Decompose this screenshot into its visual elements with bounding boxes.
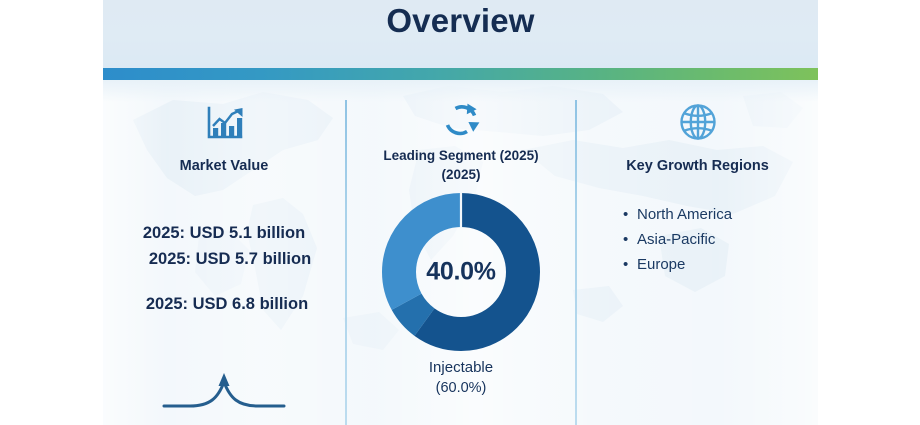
list-item: • North America: [623, 202, 818, 227]
market-value-lines: 2025: USD 5.1 billion 2025: USD 5.7 bill…: [103, 220, 345, 317]
upward-curve-arrow-icon: [160, 370, 288, 417]
bar-chart-growth-icon: [103, 104, 345, 144]
column-key-growth-regions: Key Growth Regions • North America • Asia-…: [577, 82, 818, 425]
bullet-icon: •: [623, 206, 629, 223]
globe-icon: [577, 102, 818, 142]
accent-gradient-bar: [103, 68, 818, 80]
columns-container: Market Value 2025: USD 5.1 billion 2025:…: [103, 82, 818, 425]
list-item: • Asia-Pacific: [623, 227, 818, 252]
bullet-icon: •: [623, 256, 629, 273]
recycle-arrows-icon: [347, 100, 575, 140]
slide-header: Overview: [103, 0, 818, 68]
donut-chart: 40.0%: [381, 192, 541, 352]
donut-caption-name: Injectable: [428, 359, 494, 376]
leading-segment-heading-line-2: (2025): [441, 167, 481, 182]
leading-segment-heading-line-1: Leading Segment (2025): [383, 148, 539, 163]
overview-slide: Overview: [103, 0, 818, 425]
market-value-line-3: 2025: USD 6.8 billion: [145, 295, 309, 313]
donut-center-label: 40.0%: [426, 257, 496, 286]
regions-list: • North America • Asia-Pacific • Europe: [577, 202, 818, 277]
key-growth-regions-heading: Key Growth Regions: [626, 158, 769, 174]
market-value-line-1: 2025: USD 5.1 billion: [142, 224, 306, 242]
donut-caption-percent: (60.0%): [435, 380, 487, 396]
column-leading-segment: Leading Segment (2025) (2025): [347, 82, 575, 425]
column-market-value: Market Value 2025: USD 5.1 billion 2025:…: [103, 82, 345, 425]
market-value-line-2: 2025: USD 5.7 billion: [148, 250, 312, 268]
region-label: Europe: [637, 256, 686, 273]
market-value-heading: Market Value: [179, 158, 269, 174]
region-label: Asia-Pacific: [637, 231, 716, 248]
page-title: Overview: [386, 2, 535, 39]
bullet-icon: •: [623, 231, 629, 248]
donut-caption: Injectable (60.0%): [347, 357, 575, 399]
region-label: North America: [637, 206, 733, 223]
leading-segment-heading: Leading Segment (2025) (2025): [339, 146, 583, 184]
column-divider-1: [345, 100, 347, 425]
column-divider-2: [575, 100, 577, 425]
list-item: • Europe: [623, 252, 818, 277]
